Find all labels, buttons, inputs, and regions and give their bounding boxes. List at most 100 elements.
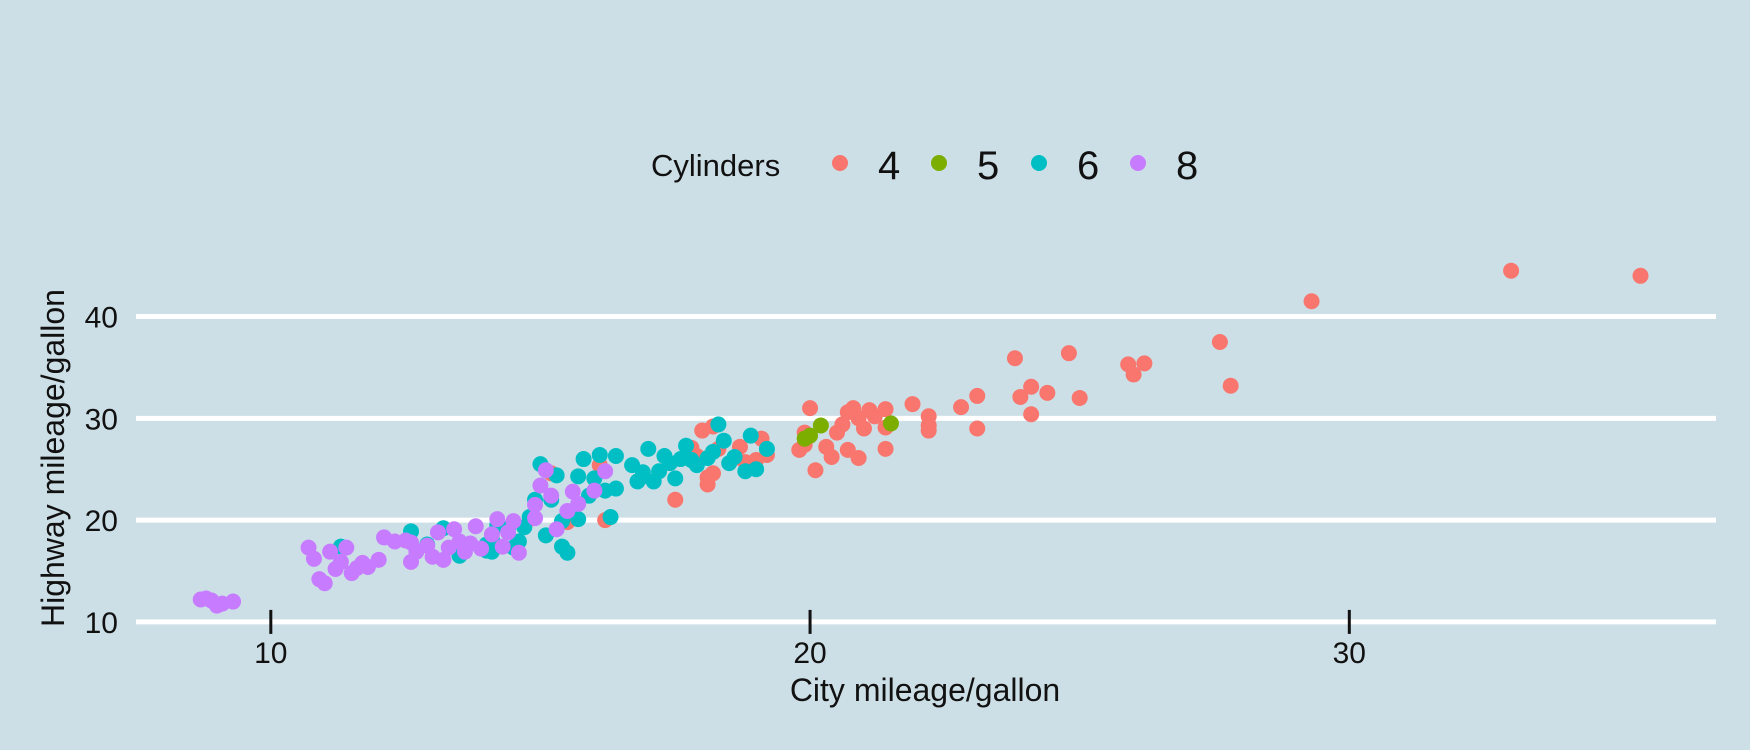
point-cyl8-44 [532, 477, 549, 494]
point-cyl4-1 [1503, 262, 1520, 279]
point-cyl4-0 [1632, 267, 1649, 284]
legend-key-5 [931, 155, 947, 171]
point-cyl6-32 [602, 509, 619, 526]
point-cyl6-23 [634, 464, 651, 481]
point-cyl8-18 [370, 551, 387, 568]
point-cyl6-6 [710, 416, 727, 433]
x-axis-ticks: 10 20 30 [254, 609, 1366, 670]
point-cyl8-7 [305, 550, 322, 567]
legend-label-4: 4 [878, 144, 900, 188]
point-cyl8-42 [527, 510, 544, 527]
point-cyl4-56 [667, 491, 684, 508]
point-cyl4-10 [1039, 384, 1056, 401]
point-cyl4-32 [829, 424, 846, 441]
point-cyl8-5 [192, 591, 209, 608]
point-cyl4-16 [969, 420, 986, 437]
legend-label-5: 5 [977, 144, 999, 188]
point-cyl4-5 [1136, 355, 1153, 372]
point-cyl6-30 [575, 451, 592, 468]
point-cyl4-38 [802, 400, 819, 417]
point-cyl5-1 [882, 415, 899, 432]
legend-key-8 [1130, 155, 1146, 171]
point-cyl8-50 [570, 495, 587, 512]
point-cyl8-46 [543, 487, 560, 504]
point-cyl6-19 [640, 440, 657, 457]
point-cyl4-2 [1303, 293, 1320, 310]
legend-label-6: 6 [1077, 144, 1099, 188]
point-cyl8-51 [586, 482, 603, 499]
point-cyl6-0 [758, 440, 775, 457]
point-cyl6-31 [570, 468, 587, 485]
point-cyl6-24 [607, 447, 624, 464]
y-axis-title: Highway mileage/gallon [35, 289, 71, 627]
legend-label-8: 8 [1176, 144, 1198, 188]
point-cyl4-36 [818, 438, 835, 455]
point-cyl8-12 [332, 553, 349, 570]
point-cyl8-28 [435, 551, 452, 568]
point-cyl4-17 [953, 399, 970, 416]
x-tick-label-10: 10 [254, 637, 287, 670]
point-cyl8-47 [548, 521, 565, 538]
y-tick-label-10: 10 [85, 607, 118, 640]
point-cyl8-41 [510, 544, 527, 561]
point-cyl8-13 [338, 539, 355, 556]
point-cyl8-52 [597, 463, 614, 480]
point-cyl8-38 [494, 538, 511, 555]
point-cyl4-53 [699, 476, 716, 493]
point-cyl8-9 [316, 575, 333, 592]
point-cyl8-49 [564, 483, 581, 500]
y-axis-tick-labels: 10 20 30 40 [85, 302, 118, 640]
point-cyl8-27 [429, 524, 446, 541]
gridlines [136, 314, 1716, 625]
point-cyl8-10 [322, 543, 339, 560]
point-cyl4-11 [1023, 378, 1040, 395]
point-cyl4-50 [694, 422, 711, 439]
point-cyl8-45 [537, 462, 554, 479]
point-cyl4-20 [920, 417, 937, 434]
point-cyl5-0 [812, 417, 829, 434]
point-cyl6-16 [656, 447, 673, 464]
point-cyl8-43 [527, 496, 544, 513]
point-cyl8-37 [489, 511, 506, 528]
legend-title: Cylinders [651, 148, 780, 183]
point-cyl4-12 [1023, 406, 1040, 423]
y-tick-label-40: 40 [85, 302, 118, 335]
point-cyl4-13 [1012, 388, 1029, 405]
point-cyl6-5 [721, 455, 738, 472]
point-cyl8-40 [505, 513, 522, 530]
legend-key-6 [1031, 155, 1047, 171]
data-points [192, 262, 1649, 614]
x-tick-label-30: 30 [1333, 637, 1366, 670]
point-cyl4-37 [807, 462, 824, 479]
point-cyl4-9 [1060, 345, 1077, 362]
x-axis-title: City mileage/gallon [790, 672, 1060, 708]
point-cyl4-3 [1211, 333, 1228, 350]
point-cyl4-30 [839, 404, 856, 421]
point-cyl4-24 [877, 440, 894, 457]
point-cyl4-21 [904, 396, 921, 413]
y-tick-label-30: 30 [85, 403, 118, 436]
point-cyl6-27 [591, 446, 608, 463]
point-cyl6-12 [678, 437, 695, 454]
point-cyl8-34 [467, 518, 484, 535]
point-cyl8-36 [483, 526, 500, 543]
point-cyl4-4 [1222, 377, 1239, 394]
point-cyl4-14 [1006, 350, 1023, 367]
point-cyl6-35 [554, 538, 571, 555]
point-cyl4-8 [1071, 389, 1088, 406]
point-cyl4-7 [1125, 366, 1142, 383]
point-cyl6-14 [667, 470, 684, 487]
point-cyl4-34 [839, 441, 856, 458]
x-tick-label-20: 20 [793, 637, 826, 670]
point-cyl4-15 [969, 387, 986, 404]
point-cyl5-3 [802, 427, 819, 444]
point-cyl6-2 [737, 463, 754, 480]
legend: Cylinders 4 5 6 8 [651, 144, 1198, 188]
legend-key-4 [832, 155, 848, 171]
point-cyl6-45 [510, 533, 527, 550]
point-cyl8-30 [446, 521, 463, 538]
point-cyl6-7 [715, 432, 732, 449]
point-cyl8-35 [473, 540, 490, 557]
point-cyl6-3 [742, 427, 759, 444]
